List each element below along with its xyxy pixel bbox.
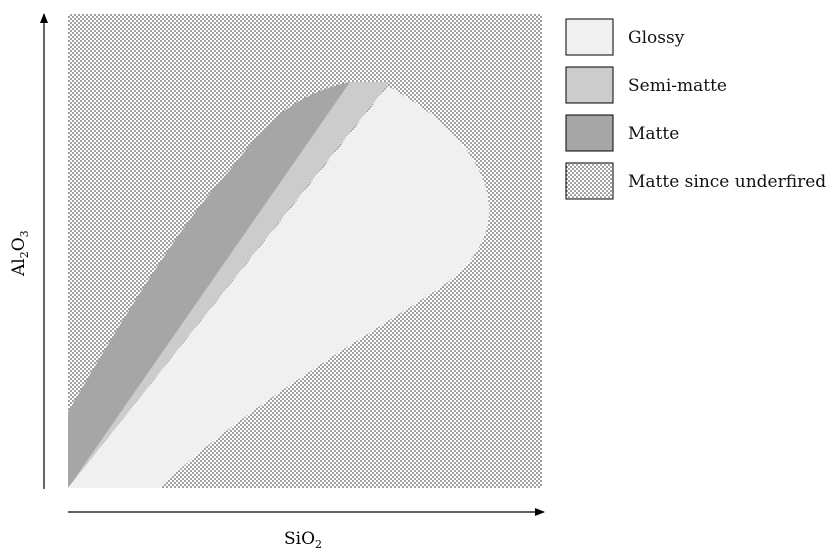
region-glossy	[68, 86, 490, 488]
y-axis-label: Al2O3	[9, 230, 31, 277]
x-axis-label: SiO2	[284, 529, 322, 551]
legend-item-matte: Matte	[565, 114, 679, 152]
legend-label-semi-matte: Semi-matte	[628, 76, 727, 96]
legend-item-underfired: Matte since underfired	[565, 162, 826, 200]
legend-swatch-underfired	[565, 162, 614, 200]
legend: Glossy Semi-matte Matte Matte since unde…	[565, 18, 826, 200]
legend-label-underfired: Matte since underfired	[628, 172, 826, 192]
legend-swatch-glossy	[565, 18, 614, 56]
legend-swatch-matte	[565, 114, 614, 152]
legend-item-glossy: Glossy	[565, 18, 685, 56]
legend-swatch-semi-matte	[565, 66, 614, 104]
legend-label-matte: Matte	[628, 124, 679, 144]
legend-item-semi-matte: Semi-matte	[565, 66, 727, 104]
legend-label-glossy: Glossy	[628, 28, 685, 48]
region-semi-matte	[68, 82, 390, 488]
